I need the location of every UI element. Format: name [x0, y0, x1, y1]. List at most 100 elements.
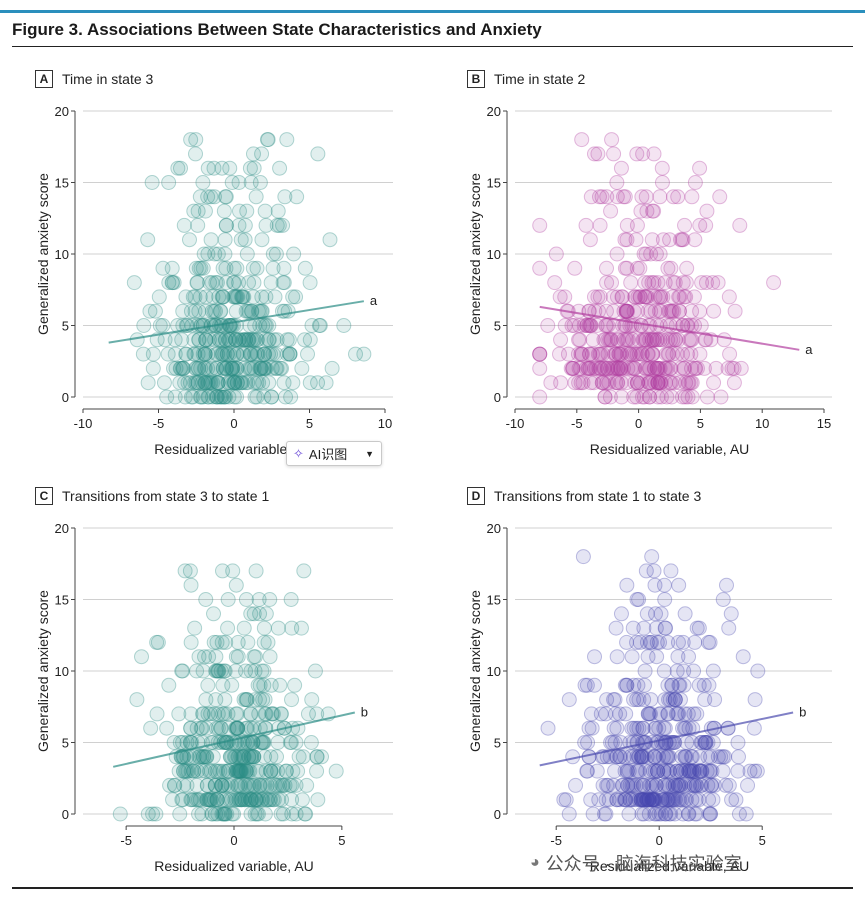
data-point: [701, 792, 717, 808]
data-point: [609, 792, 625, 808]
y-tick-label: 10: [487, 664, 501, 679]
data-point: [210, 246, 226, 262]
ai-recognize-button[interactable]: ✧ AI识图 ▼: [286, 441, 382, 466]
data-point: [677, 360, 693, 376]
data-point: [298, 806, 314, 822]
data-point: [261, 332, 277, 348]
data-point: [263, 763, 279, 779]
data-point: [228, 577, 244, 593]
data-point: [151, 289, 167, 305]
data-point: [214, 389, 230, 405]
data-point: [620, 777, 636, 793]
data-point: [296, 563, 312, 579]
data-point: [206, 706, 222, 722]
data-point: [253, 360, 269, 376]
data-point: [214, 289, 230, 305]
data-point: [198, 592, 214, 607]
data-point: [766, 275, 782, 291]
data-point: [219, 346, 235, 362]
data-point: [611, 346, 627, 362]
data-point: [202, 763, 218, 779]
data-point: [637, 289, 653, 305]
data-point: [543, 375, 559, 391]
data-point: [197, 346, 213, 362]
data-point: [269, 360, 285, 376]
data-point: [655, 792, 671, 808]
data-point: [614, 289, 630, 305]
data-point: [687, 634, 703, 650]
data-point: [617, 677, 633, 693]
data-point: [632, 634, 648, 650]
data-point: [270, 735, 286, 750]
data-point: [715, 592, 731, 607]
data-point: [203, 189, 219, 205]
data-point: [652, 289, 668, 305]
data-point: [221, 332, 237, 348]
data-point: [640, 303, 656, 319]
data-point: [293, 620, 309, 636]
data-point: [236, 692, 252, 708]
data-point: [208, 663, 224, 679]
data-point: [721, 620, 737, 636]
data-point: [631, 720, 647, 736]
data-point: [615, 360, 631, 376]
data-point: [260, 132, 276, 148]
y-tick-label: 20: [55, 104, 69, 119]
data-point: [226, 389, 242, 405]
data-point: [647, 303, 663, 319]
data-point: [177, 763, 193, 779]
data-point: [218, 260, 234, 276]
data-point: [582, 232, 598, 248]
data-point: [250, 346, 266, 362]
data-point: [641, 806, 657, 822]
data-point: [263, 275, 279, 291]
data-point: [592, 289, 608, 305]
data-point: [609, 175, 625, 190]
data-point: [205, 375, 221, 391]
data-point: [228, 289, 244, 305]
data-point: [220, 620, 236, 636]
data-point: [659, 749, 675, 765]
data-point: [218, 189, 234, 205]
data-point: [652, 246, 668, 262]
data-point: [238, 720, 254, 736]
data-point: [191, 806, 207, 822]
data-point: [712, 189, 728, 205]
data-point: [658, 749, 674, 765]
data-point: [264, 389, 280, 405]
data-point: [230, 649, 246, 665]
data-point: [574, 346, 590, 362]
data-point: [263, 792, 279, 808]
data-point: [234, 792, 250, 808]
data-point: [669, 763, 685, 779]
data-point: [191, 360, 207, 376]
data-point: [191, 260, 207, 276]
data-point: [190, 375, 206, 391]
data-point: [644, 792, 660, 808]
data-point: [641, 375, 657, 391]
data-point: [631, 749, 647, 765]
data-point: [356, 346, 372, 362]
data-point: [217, 332, 233, 348]
data-point: [208, 360, 224, 376]
data-point: [582, 318, 598, 333]
data-point: [309, 749, 325, 765]
y-tick-label: 10: [487, 247, 501, 262]
data-point: [636, 332, 652, 348]
data-point: [243, 720, 259, 736]
data-point: [687, 806, 703, 822]
data-point: [256, 735, 272, 750]
data-point: [662, 303, 678, 319]
data-point: [274, 777, 290, 793]
data-point: [200, 189, 216, 205]
y-axis-label: Generalized anxiety score: [467, 173, 483, 335]
data-point: [607, 763, 623, 779]
data-point: [621, 806, 637, 822]
data-point: [200, 677, 216, 693]
data-point: [599, 375, 615, 391]
watermark-text: 公众号 · 脑海科技实验室: [545, 854, 742, 874]
data-point: [218, 217, 234, 233]
data-point: [700, 735, 716, 750]
data-point: [601, 375, 617, 391]
data-point: [647, 792, 663, 808]
